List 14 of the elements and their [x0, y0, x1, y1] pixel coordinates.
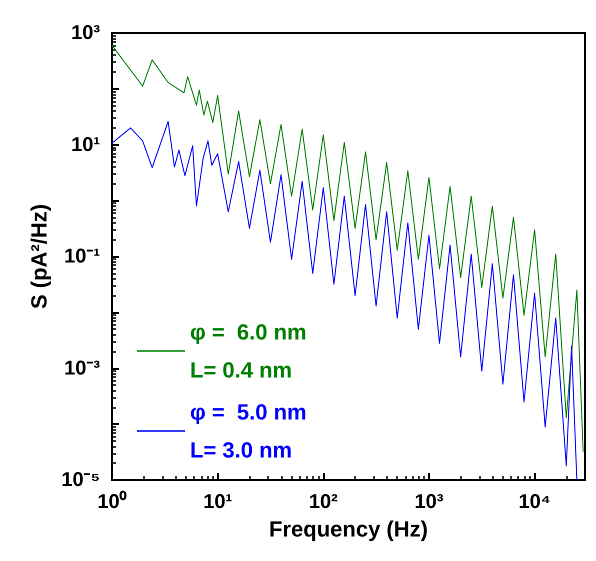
y-axis-title: S (pA²/Hz): [26, 204, 52, 310]
y-tick-label: 10⁻⁵: [61, 469, 100, 491]
y-tick-label: 10⁻¹: [64, 246, 100, 268]
x-tick-label: 10²: [308, 491, 338, 513]
y-tick-label: 10¹: [71, 134, 100, 156]
legend-label: φ = 6.0 nm L= 0.4 nm: [190, 320, 307, 382]
x-tick-label: 10⁰: [97, 490, 127, 513]
y-tick-label: 10³: [71, 22, 100, 44]
x-tick-label: 10¹: [203, 491, 232, 513]
y-tick-label: 10⁻³: [64, 357, 100, 380]
x-tick-label: 10³: [414, 491, 444, 513]
x-tick-label: 10⁴: [518, 491, 551, 513]
legend-label: φ = 5.0 nm L= 3.0 nm: [190, 400, 307, 462]
x-axis-title: Frequency (Hz): [269, 516, 428, 542]
